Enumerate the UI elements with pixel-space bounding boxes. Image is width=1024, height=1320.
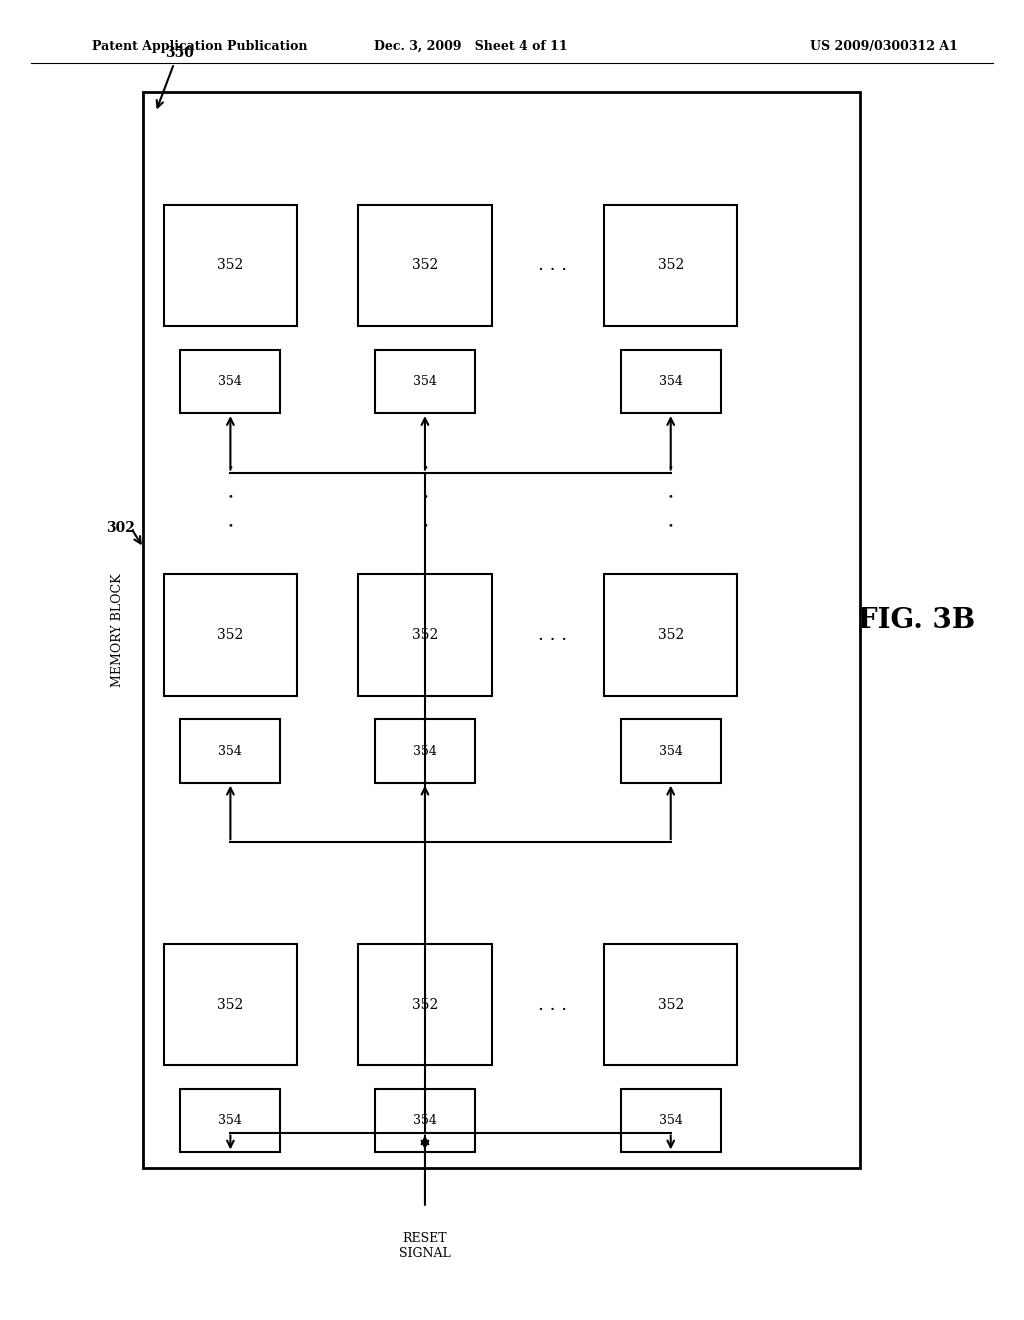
Text: 352: 352 [412, 259, 438, 272]
Bar [358, 205, 492, 326]
Text: 354: 354 [658, 375, 683, 388]
Text: 352: 352 [217, 998, 244, 1011]
Text: •: • [422, 492, 428, 502]
Text: . . .: . . . [539, 995, 567, 1014]
Bar [621, 1089, 721, 1152]
Text: 354: 354 [218, 375, 243, 388]
Bar [164, 205, 297, 326]
Text: FIG. 3B: FIG. 3B [858, 607, 975, 634]
Bar [375, 719, 475, 783]
Text: •: • [422, 521, 428, 531]
Bar [375, 350, 475, 413]
Text: 354: 354 [658, 744, 683, 758]
Text: 352: 352 [412, 998, 438, 1011]
Text: •: • [227, 521, 233, 531]
Bar [180, 350, 281, 413]
Text: 354: 354 [413, 744, 437, 758]
Bar [604, 944, 737, 1065]
Bar [143, 92, 860, 1168]
Bar [621, 350, 721, 413]
Text: 354: 354 [658, 1114, 683, 1127]
Text: •: • [668, 521, 674, 531]
Bar [621, 719, 721, 783]
Bar [180, 1089, 281, 1152]
Text: 352: 352 [412, 628, 438, 642]
Text: •: • [227, 492, 233, 502]
Text: US 2009/0300312 A1: US 2009/0300312 A1 [810, 40, 957, 53]
Bar [375, 1089, 475, 1152]
Bar [164, 574, 297, 696]
Text: 350: 350 [165, 46, 194, 59]
Text: 352: 352 [217, 259, 244, 272]
Text: 302: 302 [106, 521, 135, 535]
Text: 354: 354 [413, 1114, 437, 1127]
Text: •: • [668, 492, 674, 502]
Text: 354: 354 [218, 744, 243, 758]
Text: Patent Application Publication: Patent Application Publication [92, 40, 307, 53]
Text: RESET
SIGNAL: RESET SIGNAL [399, 1232, 451, 1259]
Text: . . .: . . . [539, 256, 567, 275]
Text: 354: 354 [413, 375, 437, 388]
Text: 352: 352 [657, 628, 684, 642]
Bar [164, 944, 297, 1065]
Text: 352: 352 [217, 628, 244, 642]
Bar [358, 574, 492, 696]
Text: MEMORY BLOCK: MEMORY BLOCK [112, 573, 124, 688]
Text: •: • [668, 463, 674, 473]
Bar [358, 944, 492, 1065]
Text: 352: 352 [657, 998, 684, 1011]
Bar [180, 719, 281, 783]
Bar [604, 574, 737, 696]
Bar [604, 205, 737, 326]
Text: •: • [227, 463, 233, 473]
Text: 354: 354 [218, 1114, 243, 1127]
Text: 352: 352 [657, 259, 684, 272]
Text: •: • [422, 463, 428, 473]
Text: Dec. 3, 2009   Sheet 4 of 11: Dec. 3, 2009 Sheet 4 of 11 [374, 40, 568, 53]
Text: . . .: . . . [539, 626, 567, 644]
